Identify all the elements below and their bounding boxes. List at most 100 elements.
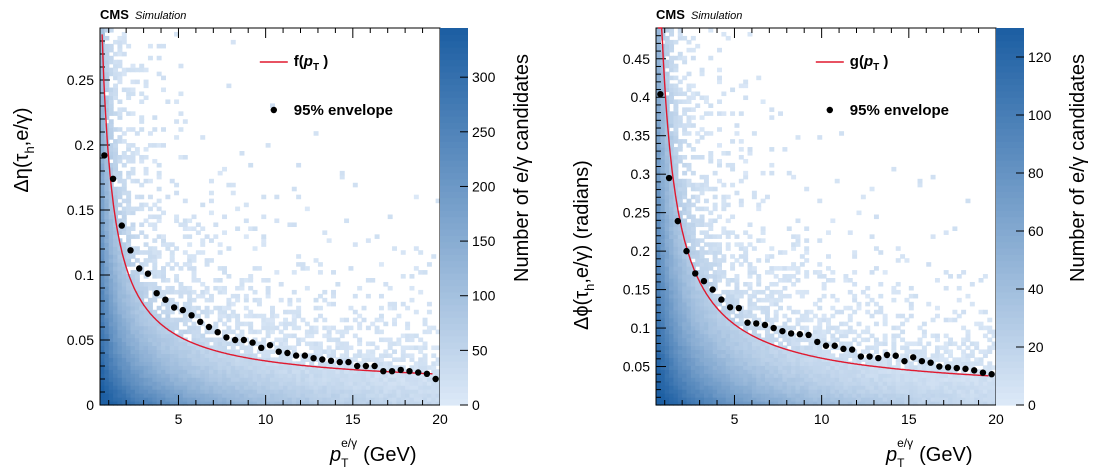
heatmap-cell xyxy=(725,369,731,374)
heatmap-cell xyxy=(243,218,249,224)
heatmap-cell xyxy=(357,377,363,382)
heatmap-cell xyxy=(860,329,866,335)
heatmap-cell xyxy=(169,389,175,394)
heatmap-cell xyxy=(313,373,319,378)
heatmap-cell xyxy=(712,170,718,176)
heatmap-cell xyxy=(278,357,284,362)
heatmap-cell xyxy=(717,349,722,355)
heatmap-cell xyxy=(677,373,683,378)
heatmap-cell xyxy=(387,393,393,398)
heatmap-cell xyxy=(782,353,788,358)
envelope-point xyxy=(371,362,378,370)
heatmap-cell xyxy=(361,369,367,374)
heatmap-cell xyxy=(383,373,389,378)
heatmap-cell xyxy=(660,254,666,259)
heatmap-cell xyxy=(174,274,180,279)
heatmap-cell xyxy=(917,397,923,402)
heatmap-cell xyxy=(682,127,688,132)
heatmap-cell xyxy=(117,246,123,251)
heatmap-cell xyxy=(660,401,666,406)
heatmap-cell xyxy=(392,341,398,347)
heatmap-cell xyxy=(734,297,740,303)
heatmap-cell xyxy=(126,238,132,243)
heatmap-cell xyxy=(256,401,262,406)
heatmap-cell xyxy=(300,365,306,370)
heatmap-cell xyxy=(400,373,406,378)
heatmap-cell xyxy=(830,325,836,331)
heatmap-cell xyxy=(695,186,701,192)
heatmap-cell xyxy=(773,401,779,406)
heatmap-cell xyxy=(751,289,757,295)
heatmap-cell xyxy=(673,313,679,319)
heatmap-cell xyxy=(660,373,666,378)
heatmap-cell xyxy=(878,305,884,311)
heatmap-cell xyxy=(174,321,180,327)
heatmap-cell xyxy=(734,278,740,283)
heatmap-cell xyxy=(165,242,171,247)
heatmap-cell xyxy=(747,345,753,351)
heatmap-cell xyxy=(751,377,757,382)
heatmap-cell xyxy=(773,357,779,362)
heatmap-cell xyxy=(664,186,670,192)
heatmap-cell xyxy=(152,127,158,132)
heatmap-cell xyxy=(725,234,731,239)
heatmap-cell xyxy=(690,234,696,239)
heatmap-cell xyxy=(743,393,749,398)
heatmap-cell xyxy=(982,333,988,339)
heatmap-cell xyxy=(852,329,858,335)
heatmap-cell xyxy=(677,361,683,366)
heatmap-cell xyxy=(786,377,792,382)
heatmap-cell xyxy=(799,365,805,370)
heatmap-cell xyxy=(843,333,849,339)
heatmap-cell xyxy=(769,301,775,307)
heatmap-cell xyxy=(156,329,162,335)
heatmap-cell xyxy=(856,373,862,378)
heatmap-cell xyxy=(100,79,105,85)
heatmap-cell xyxy=(100,170,105,176)
heatmap-cell xyxy=(682,190,688,196)
heatmap-cell xyxy=(213,325,219,331)
colorbar-segment xyxy=(440,109,468,117)
heatmap-cell xyxy=(126,143,132,148)
heatmap-cell xyxy=(265,397,271,402)
heatmap-cell xyxy=(760,357,766,362)
heatmap-cell xyxy=(778,289,784,295)
heatmap-cell xyxy=(274,369,280,374)
heatmap-cell xyxy=(104,325,110,331)
heatmap-cell xyxy=(703,309,709,315)
heatmap-cell xyxy=(283,341,289,347)
heatmap-cell xyxy=(291,186,297,192)
heatmap-cell xyxy=(660,274,666,279)
heatmap-cell xyxy=(656,377,661,382)
heatmap-cell xyxy=(191,397,197,402)
heatmap-cell xyxy=(656,127,661,132)
heatmap-cell xyxy=(900,313,906,319)
heatmap-cell xyxy=(708,234,714,239)
heatmap-cell xyxy=(873,377,879,382)
heatmap-cell xyxy=(239,333,245,339)
heatmap-cell xyxy=(352,333,358,339)
heatmap-cell xyxy=(248,226,254,231)
heatmap-cell xyxy=(686,309,692,315)
heatmap-cell xyxy=(130,63,136,69)
heatmap-cell xyxy=(182,361,188,366)
heatmap-cell xyxy=(104,262,110,267)
heatmap-cell xyxy=(100,31,105,37)
heatmap-cell xyxy=(682,91,688,97)
heatmap-cell xyxy=(834,377,840,382)
heatmap-cell xyxy=(721,202,727,208)
heatmap-cell xyxy=(791,369,797,374)
heatmap-cell xyxy=(817,238,823,243)
heatmap-cell xyxy=(117,289,123,295)
heatmap-cell xyxy=(734,131,740,136)
heatmap-cell xyxy=(725,278,731,283)
heatmap-cell xyxy=(695,182,701,188)
heatmap-cell xyxy=(725,365,731,370)
heatmap-cell xyxy=(900,254,906,259)
heatmap-cell xyxy=(378,329,384,335)
heatmap-cell xyxy=(357,285,363,291)
heatmap-cell xyxy=(699,214,705,220)
heatmap-cell xyxy=(296,325,302,331)
heatmap-cell xyxy=(834,389,840,394)
heatmap-cell xyxy=(730,111,736,116)
